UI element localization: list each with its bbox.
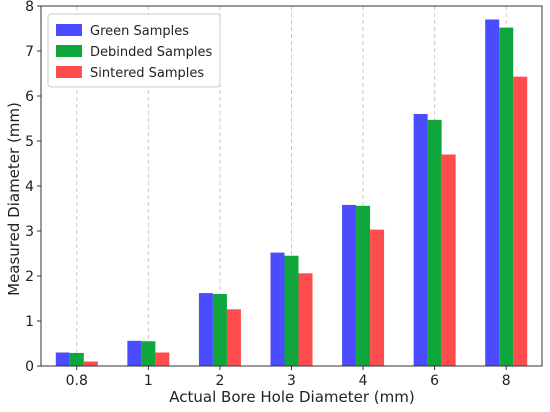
bar [441, 154, 456, 366]
bar [155, 352, 170, 366]
x-tick-label: 3 [287, 373, 296, 389]
legend-box [47, 13, 221, 88]
bar [212, 294, 227, 366]
bar [356, 205, 371, 366]
x-tick-labels: 0.8 1 2 3 4 6 8 [66, 373, 511, 389]
y-axis-title: Measured Diameter (mm) [5, 102, 23, 296]
y-tick-label: 6 [25, 89, 34, 105]
x-tick-label: 2 [215, 373, 224, 389]
y-tick-label: 3 [25, 224, 34, 240]
bar [513, 76, 528, 367]
x-tick-label: 0.8 [66, 373, 88, 389]
legend-swatch [56, 24, 82, 36]
bar [485, 19, 500, 366]
y-tick-label: 7 [25, 44, 34, 60]
y-tick-labels: 0 1 2 3 4 5 6 7 8 [25, 0, 34, 375]
x-tick-label: 8 [502, 373, 511, 389]
bar [55, 352, 70, 366]
legend-label: Green Samples [90, 24, 189, 39]
bar [226, 309, 241, 366]
bar [370, 229, 385, 366]
x-tick-label: 4 [359, 373, 368, 389]
bar [499, 27, 514, 366]
y-tick-label: 5 [25, 134, 34, 150]
bar [413, 114, 428, 366]
bar [127, 340, 142, 366]
bar [284, 255, 299, 366]
bar [298, 273, 313, 366]
bar [69, 352, 84, 366]
axes [37, 5, 543, 370]
bar [83, 361, 98, 366]
legend-swatch [56, 66, 82, 78]
y-tick-label: 8 [25, 0, 34, 15]
bar [141, 341, 156, 366]
x-tick-label: 6 [430, 373, 439, 389]
y-tick-label: 2 [25, 269, 34, 285]
bar [427, 119, 442, 366]
legend-label: Sintered Samples [90, 66, 204, 81]
bars [55, 19, 528, 367]
legend-label: Debinded Samples [90, 45, 212, 60]
legend: Green Samples Debinded Samples Sintered Sa… [47, 13, 221, 88]
x-axis-title: Actual Bore Hole Diameter (mm) [169, 388, 414, 406]
bar [270, 252, 285, 366]
y-tick-label: 0 [25, 359, 34, 375]
y-tick-label: 4 [25, 179, 34, 195]
x-tick-label: 1 [144, 373, 153, 389]
legend-swatch [56, 45, 82, 57]
bar [342, 204, 357, 366]
y-tick-label: 1 [25, 314, 34, 330]
bar [198, 293, 213, 366]
